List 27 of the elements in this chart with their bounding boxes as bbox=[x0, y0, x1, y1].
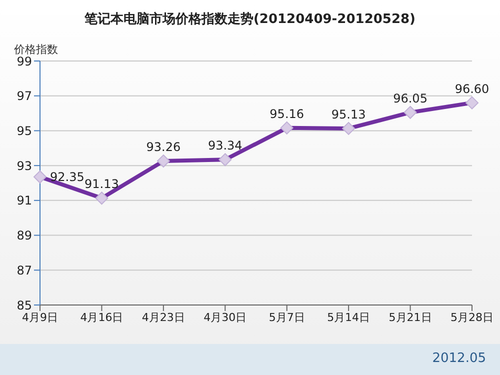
data-label: 96.60 bbox=[454, 82, 490, 96]
y-tick-label: 99 bbox=[16, 54, 32, 68]
x-tick-label: 5月28日 bbox=[450, 310, 494, 324]
chart-title: 笔记本电脑市场价格指数走势(20120409-20120528) bbox=[83, 10, 416, 28]
y-tick-label: 85 bbox=[16, 298, 32, 312]
x-tick-label: 5月21日 bbox=[388, 310, 432, 324]
y-tick-label: 93 bbox=[16, 158, 32, 173]
y-tick-label: 97 bbox=[16, 89, 32, 104]
y-tick-label: 91 bbox=[16, 194, 32, 208]
x-tick-label: 5月7日 bbox=[268, 310, 305, 324]
x-tick-label: 4月9日 bbox=[22, 310, 58, 324]
data-label: 95.13 bbox=[331, 107, 366, 122]
data-label: 91.13 bbox=[84, 177, 119, 192]
y-tick-label: 89 bbox=[16, 228, 32, 243]
x-tick-label: 4月16日 bbox=[80, 310, 124, 324]
data-label: 93.26 bbox=[146, 140, 181, 154]
y-tick-label: 87 bbox=[16, 263, 32, 278]
y-axis-title: 价格指数 bbox=[14, 42, 58, 56]
x-tick-label: 4月30日 bbox=[204, 310, 247, 324]
y-tick-label: 95 bbox=[16, 124, 32, 138]
data-label: 95.16 bbox=[270, 106, 304, 121]
x-tick-label: 4月23日 bbox=[142, 310, 185, 324]
x-tick-label: 5月14日 bbox=[327, 310, 370, 324]
data-label: 93.34 bbox=[208, 138, 242, 153]
data-label: 96.05 bbox=[393, 91, 428, 106]
text: 2012.05 bbox=[432, 351, 486, 366]
data-label: 92.35 bbox=[50, 170, 84, 184]
